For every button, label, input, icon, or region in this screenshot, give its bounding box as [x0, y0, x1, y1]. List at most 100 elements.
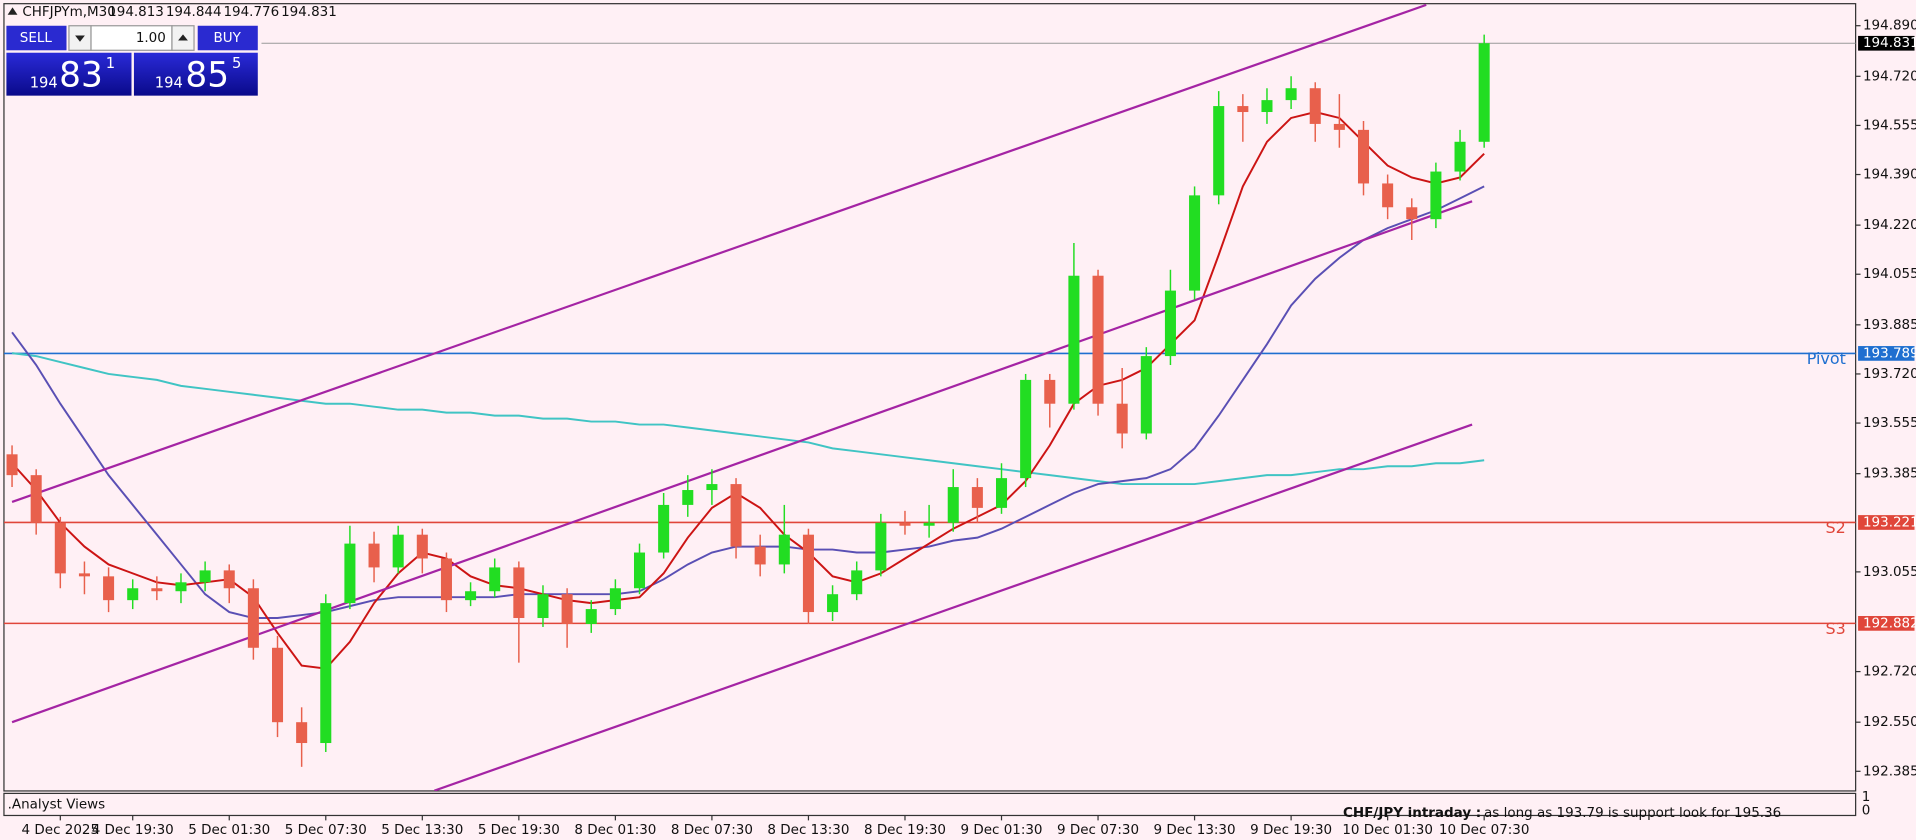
- candle-body: [6, 454, 18, 476]
- candle-body: [561, 594, 573, 624]
- symbol: CHFJPYm,M30: [22, 4, 115, 20]
- buy-label: BUY: [213, 30, 241, 46]
- candle-body: [320, 603, 332, 744]
- y-tick-label: 194.055: [1863, 266, 1916, 282]
- subwindow-tick: 0: [1862, 803, 1871, 819]
- moving-average: [11, 352, 1485, 486]
- candle-body: [1382, 183, 1394, 208]
- x-tick-label: 9 Dec 07:30: [1057, 822, 1139, 838]
- y-tick-label: 193.555: [1863, 415, 1916, 431]
- buy-button[interactable]: [197, 25, 258, 51]
- candle-body: [344, 543, 356, 604]
- candle-body: [416, 534, 428, 559]
- candle-body: [440, 558, 452, 601]
- symbol-icon: [7, 7, 18, 15]
- candle-body: [465, 591, 477, 601]
- level-name: Pivot: [1807, 349, 1846, 368]
- y-tick-label: 192.720: [1863, 664, 1916, 680]
- x-tick-label: 9 Dec 01:30: [961, 822, 1043, 838]
- x-tick-label: 9 Dec 19:30: [1250, 822, 1332, 838]
- candle-body: [947, 487, 959, 523]
- header-low: 194.776: [223, 4, 279, 20]
- candle-body: [513, 567, 525, 619]
- x-tick-label: 5 Dec 07:30: [285, 822, 367, 838]
- lot-input[interactable]: [90, 25, 173, 51]
- level-value: 193.221: [1863, 514, 1916, 530]
- arrow-down: [75, 35, 85, 42]
- candle-body: [778, 534, 790, 565]
- y-tick-label: 193.055: [1863, 564, 1916, 580]
- y-tick-label: 194.890: [1863, 18, 1916, 34]
- y-tick-label: 194.390: [1863, 167, 1916, 183]
- plot-area: [3, 3, 1856, 791]
- candle-body: [1454, 141, 1466, 172]
- y-tick-label: 193.720: [1863, 366, 1916, 382]
- bid-main: 83: [59, 56, 103, 96]
- candle-body: [537, 594, 549, 619]
- subwindow-title: .Analyst Views: [8, 796, 106, 812]
- y-tick-label: 193.385: [1863, 466, 1916, 482]
- bid-sup: 1: [106, 55, 115, 72]
- candle-body: [151, 588, 163, 592]
- candle-body: [827, 594, 839, 613]
- candle-body: [489, 567, 501, 592]
- x-tick-label: 5 Dec 01:30: [188, 822, 270, 838]
- bid-box[interactable]: [6, 52, 132, 96]
- ask-box[interactable]: [133, 52, 258, 96]
- lot-value: 1.00: [136, 30, 166, 46]
- candle-body: [851, 570, 863, 595]
- level-value: 192.882: [1863, 615, 1916, 631]
- x-tick-label: 5 Dec 19:30: [478, 822, 560, 838]
- candle-body: [1020, 379, 1032, 479]
- y-tick-label: 194.720: [1863, 68, 1916, 84]
- candle-body: [682, 490, 694, 505]
- y-tick-label: 193.885: [1863, 317, 1916, 333]
- plot-frame: [3, 3, 1857, 792]
- x-tick-label: 5 Dec 13:30: [381, 822, 463, 838]
- candle-body: [1406, 207, 1418, 220]
- candle-body: [633, 552, 646, 589]
- arrow-up: [178, 34, 188, 41]
- candle-body: [802, 534, 814, 613]
- candle-body: [1357, 129, 1370, 184]
- sell-label: SELL: [20, 30, 53, 46]
- candle-body: [923, 522, 935, 526]
- candle-body: [754, 546, 766, 565]
- y-tick-label: 194.555: [1863, 117, 1916, 133]
- sell-button[interactable]: [6, 25, 67, 51]
- candle-body: [1044, 379, 1056, 404]
- candle-body: [1092, 275, 1104, 404]
- header-close: 194.831: [281, 4, 337, 20]
- x-tick-label: 10 Dec 07:30: [1439, 822, 1530, 838]
- candle-body: [1333, 123, 1345, 130]
- x-tick-label: 8 Dec 01:30: [574, 822, 656, 838]
- comment-title: CHF/JPY intraday :: [1343, 805, 1481, 821]
- candle-body: [247, 588, 259, 648]
- current-price-box: [1858, 35, 1915, 51]
- candle-body: [54, 522, 66, 574]
- overlay-layer: 194.890 194.720 194.555 194.390 194.220 194.0…: [22, 18, 1916, 838]
- candle-body: [1068, 275, 1080, 404]
- candle-body: [296, 722, 308, 744]
- y-tick-label: 192.385: [1863, 763, 1916, 779]
- candle-body: [658, 504, 670, 553]
- y-tick-label: 194.220: [1863, 217, 1916, 233]
- candle-body: [368, 543, 380, 568]
- level-name: S2: [1826, 518, 1846, 537]
- trend-line: [11, 3, 1427, 503]
- candle-body: [1430, 171, 1442, 220]
- header-high: 194.844: [166, 4, 222, 20]
- candle-body: [899, 522, 911, 526]
- candle-body: [1285, 88, 1297, 101]
- candle-body: [1309, 88, 1321, 124]
- level-box: [1858, 346, 1915, 361]
- subwindow-tick: 1: [1862, 789, 1871, 805]
- candle-body: [1116, 403, 1128, 434]
- y-tick-label: 192.550: [1863, 714, 1916, 730]
- comment-text: as long as 193.79 is support look for 19…: [1484, 805, 1781, 821]
- trade-panel: SELL 1.00 BUY 194 83 1 194 85 5: [6, 25, 258, 96]
- candle-body: [392, 534, 404, 568]
- bid-big: 194: [30, 74, 58, 91]
- candle-body: [1213, 106, 1225, 196]
